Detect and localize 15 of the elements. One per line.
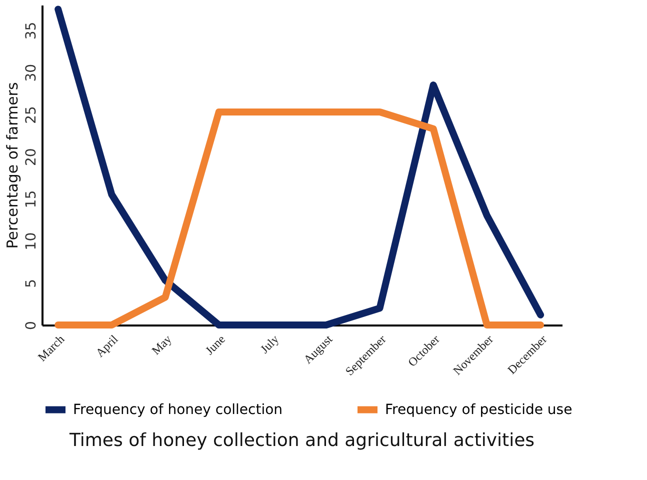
y-tick-label: 20 bbox=[24, 148, 40, 166]
y-axis-title: Percentage of farmers bbox=[4, 82, 22, 249]
y-tick-label: 15 bbox=[24, 190, 40, 208]
legend-label: Frequency of pesticide use bbox=[385, 402, 572, 418]
legend-label: Frequency of honey collection bbox=[73, 402, 283, 418]
y-tick-label: 5 bbox=[24, 278, 40, 288]
x-tick-label: June bbox=[202, 332, 228, 358]
y-tick-label: 30 bbox=[24, 64, 40, 82]
x-tick-label: July bbox=[257, 332, 282, 356]
y-tick-label: 0 bbox=[24, 321, 40, 330]
y-tick-label: 35 bbox=[24, 22, 40, 40]
x-axis-title: Times of honey collection and agricultural activities bbox=[68, 430, 535, 451]
y-tick-label: 10 bbox=[24, 232, 40, 250]
y-tick-label: 25 bbox=[24, 106, 40, 124]
x-tick-label: May bbox=[148, 332, 174, 358]
